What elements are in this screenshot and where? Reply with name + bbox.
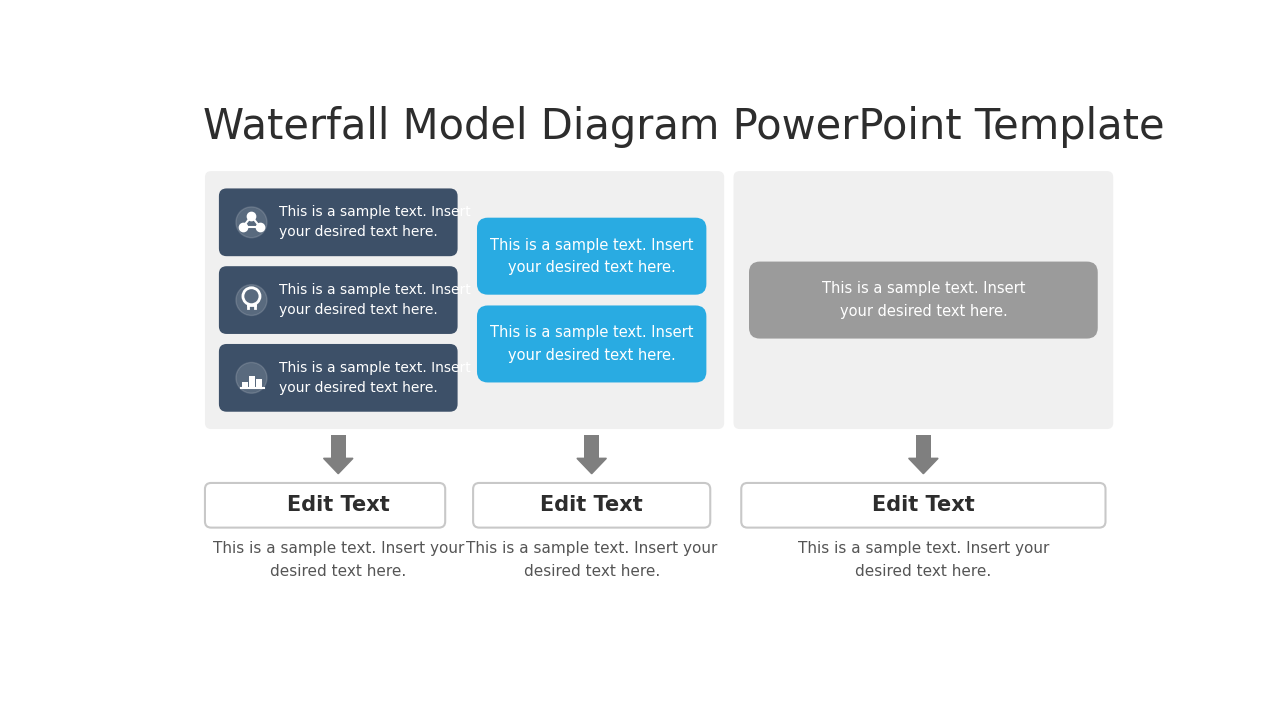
Text: This is a sample text. Insert
your desired text here.: This is a sample text. Insert your desir… [279,361,471,395]
FancyBboxPatch shape [477,305,707,382]
Bar [330,435,346,459]
FancyBboxPatch shape [219,344,458,412]
Circle shape [236,362,268,393]
Text: This is a sample text. Insert your
desired text here.: This is a sample text. Insert your desir… [466,541,717,580]
Polygon shape [577,459,607,474]
Polygon shape [324,459,353,474]
FancyBboxPatch shape [219,189,458,256]
Polygon shape [909,459,938,474]
Circle shape [236,284,268,315]
Bar [242,382,247,388]
Text: This is a sample text. Insert your
desired text here.: This is a sample text. Insert your desir… [797,541,1050,580]
FancyBboxPatch shape [477,217,707,294]
FancyBboxPatch shape [474,483,710,528]
Bar [915,435,931,459]
FancyBboxPatch shape [733,171,1114,429]
Text: Edit Text: Edit Text [540,495,643,516]
FancyBboxPatch shape [749,261,1098,338]
Circle shape [236,207,268,238]
FancyBboxPatch shape [741,483,1106,528]
Text: Waterfall Model Diagram PowerPoint Template: Waterfall Model Diagram PowerPoint Templ… [202,106,1165,148]
FancyBboxPatch shape [205,171,724,429]
Text: Edit Text: Edit Text [872,495,975,516]
Bar [250,377,255,388]
Text: This is a sample text. Insert
your desired text here.: This is a sample text. Insert your desir… [279,205,471,239]
Text: This is a sample text. Insert
your desired text here.: This is a sample text. Insert your desir… [490,238,694,275]
Text: This is a sample text. Insert your
desired text here.: This is a sample text. Insert your desir… [212,541,463,580]
Bar [256,379,261,388]
Text: This is a sample text. Insert
your desired text here.: This is a sample text. Insert your desir… [490,325,694,363]
Text: This is a sample text. Insert
your desired text here.: This is a sample text. Insert your desir… [822,282,1025,319]
FancyBboxPatch shape [205,483,445,528]
Bar [584,435,599,459]
Text: Edit Text: Edit Text [287,495,389,516]
Text: This is a sample text. Insert
your desired text here.: This is a sample text. Insert your desir… [279,283,471,317]
FancyBboxPatch shape [219,266,458,334]
